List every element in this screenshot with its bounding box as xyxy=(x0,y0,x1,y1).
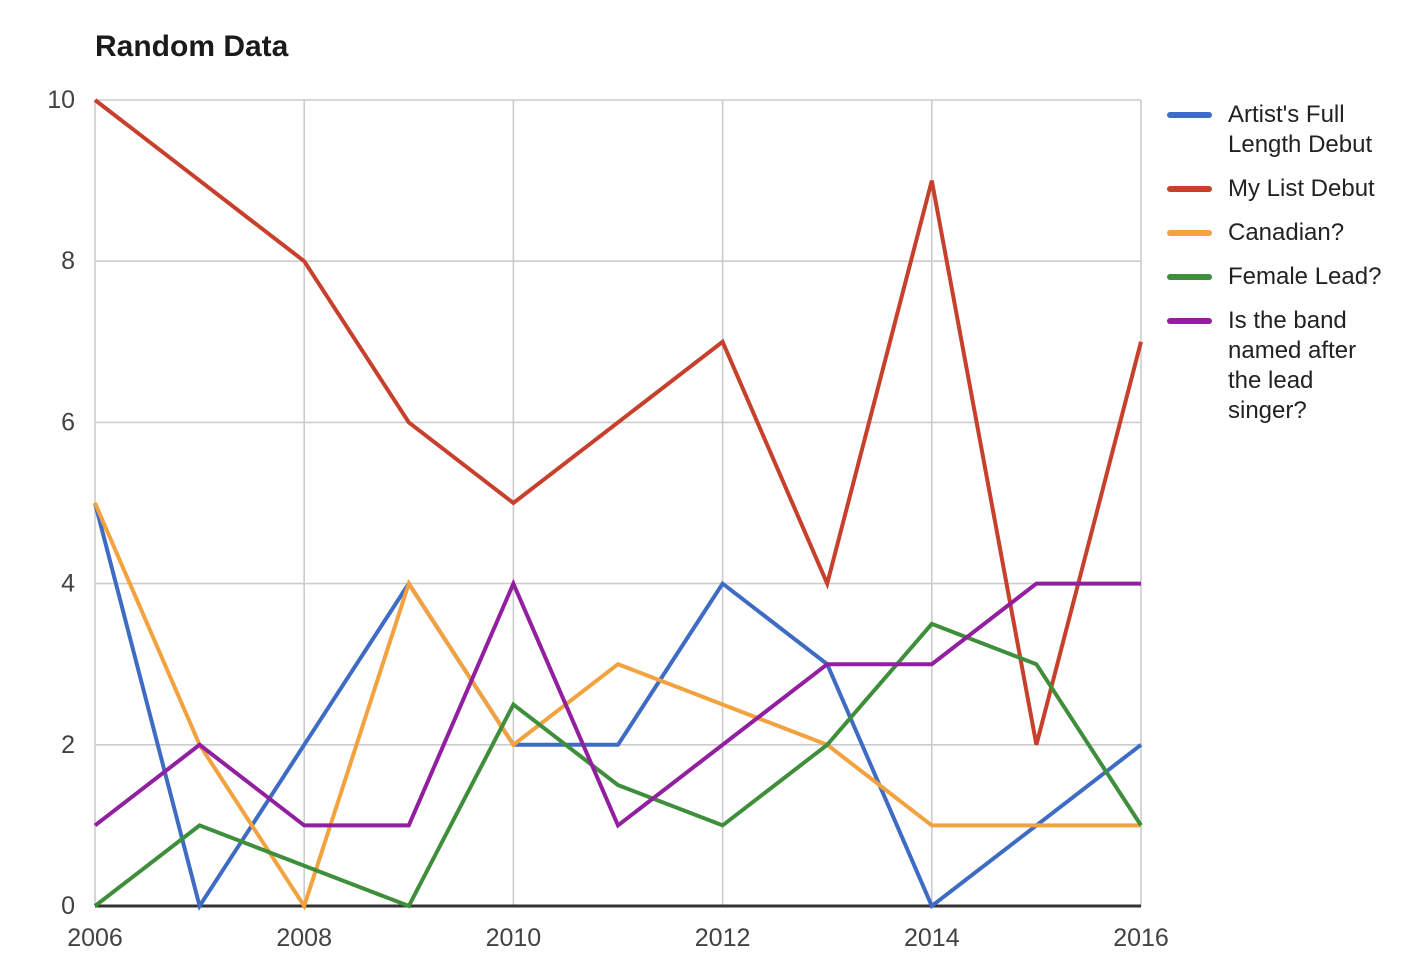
y-axis-tick-label: 8 xyxy=(61,247,75,275)
legend-label: My List Debut xyxy=(1228,174,1375,204)
legend-label-line: named after xyxy=(1228,337,1357,364)
x-axis-tick-label: 2012 xyxy=(695,924,751,952)
y-axis-tick-label: 4 xyxy=(61,570,75,598)
legend-item: Artist's Full Length Debut xyxy=(1167,100,1412,160)
legend-label: Artist's Full Length Debut xyxy=(1228,100,1372,160)
legend-swatch xyxy=(1167,112,1212,118)
legend-label: Female Lead? xyxy=(1228,262,1381,292)
legend-label-line: singer? xyxy=(1228,397,1307,424)
legend: Artist's Full Length Debut My List Debut Ca… xyxy=(1167,100,1412,426)
legend-swatch xyxy=(1167,186,1212,192)
y-axis-tick-label: 0 xyxy=(61,892,75,920)
legend-swatch xyxy=(1167,318,1212,324)
legend-swatch xyxy=(1167,274,1212,280)
legend-item: Canadian? xyxy=(1167,218,1412,248)
series-line xyxy=(93,578,1141,829)
y-axis-tick-label: 6 xyxy=(61,408,75,436)
legend-item: Is the band named after the lead singer? xyxy=(1167,306,1412,426)
x-axis-tick-label: 2016 xyxy=(1113,924,1169,952)
legend-item: My List Debut xyxy=(1167,174,1412,204)
legend-swatch xyxy=(1167,230,1212,236)
legend-label-line: Artist's Full xyxy=(1228,101,1345,128)
series-line xyxy=(93,98,1143,746)
x-axis-tick-label: 2006 xyxy=(67,924,123,952)
legend-label-line: Canadian? xyxy=(1228,219,1345,246)
y-axis-tick-label: 10 xyxy=(47,86,75,114)
legend-item: Female Lead? xyxy=(1167,262,1412,292)
legend-label: Canadian? xyxy=(1228,218,1344,248)
legend-label-line: the lead xyxy=(1228,367,1314,394)
x-axis-tick-label: 2014 xyxy=(904,924,960,952)
chart-title: Random Data xyxy=(95,30,289,63)
x-axis-tick-label: 2010 xyxy=(486,924,542,952)
legend-label-line: Female Lead? xyxy=(1228,263,1382,290)
y-axis-tick-label: 2 xyxy=(61,731,75,759)
legend-label-line: Is the band xyxy=(1228,307,1347,334)
legend-label-line: Length Debut xyxy=(1228,131,1373,158)
legend-label: Is the band named after the lead singer? xyxy=(1228,306,1356,426)
legend-label-line: My List Debut xyxy=(1228,175,1375,202)
x-axis-tick-label: 2008 xyxy=(276,924,332,952)
